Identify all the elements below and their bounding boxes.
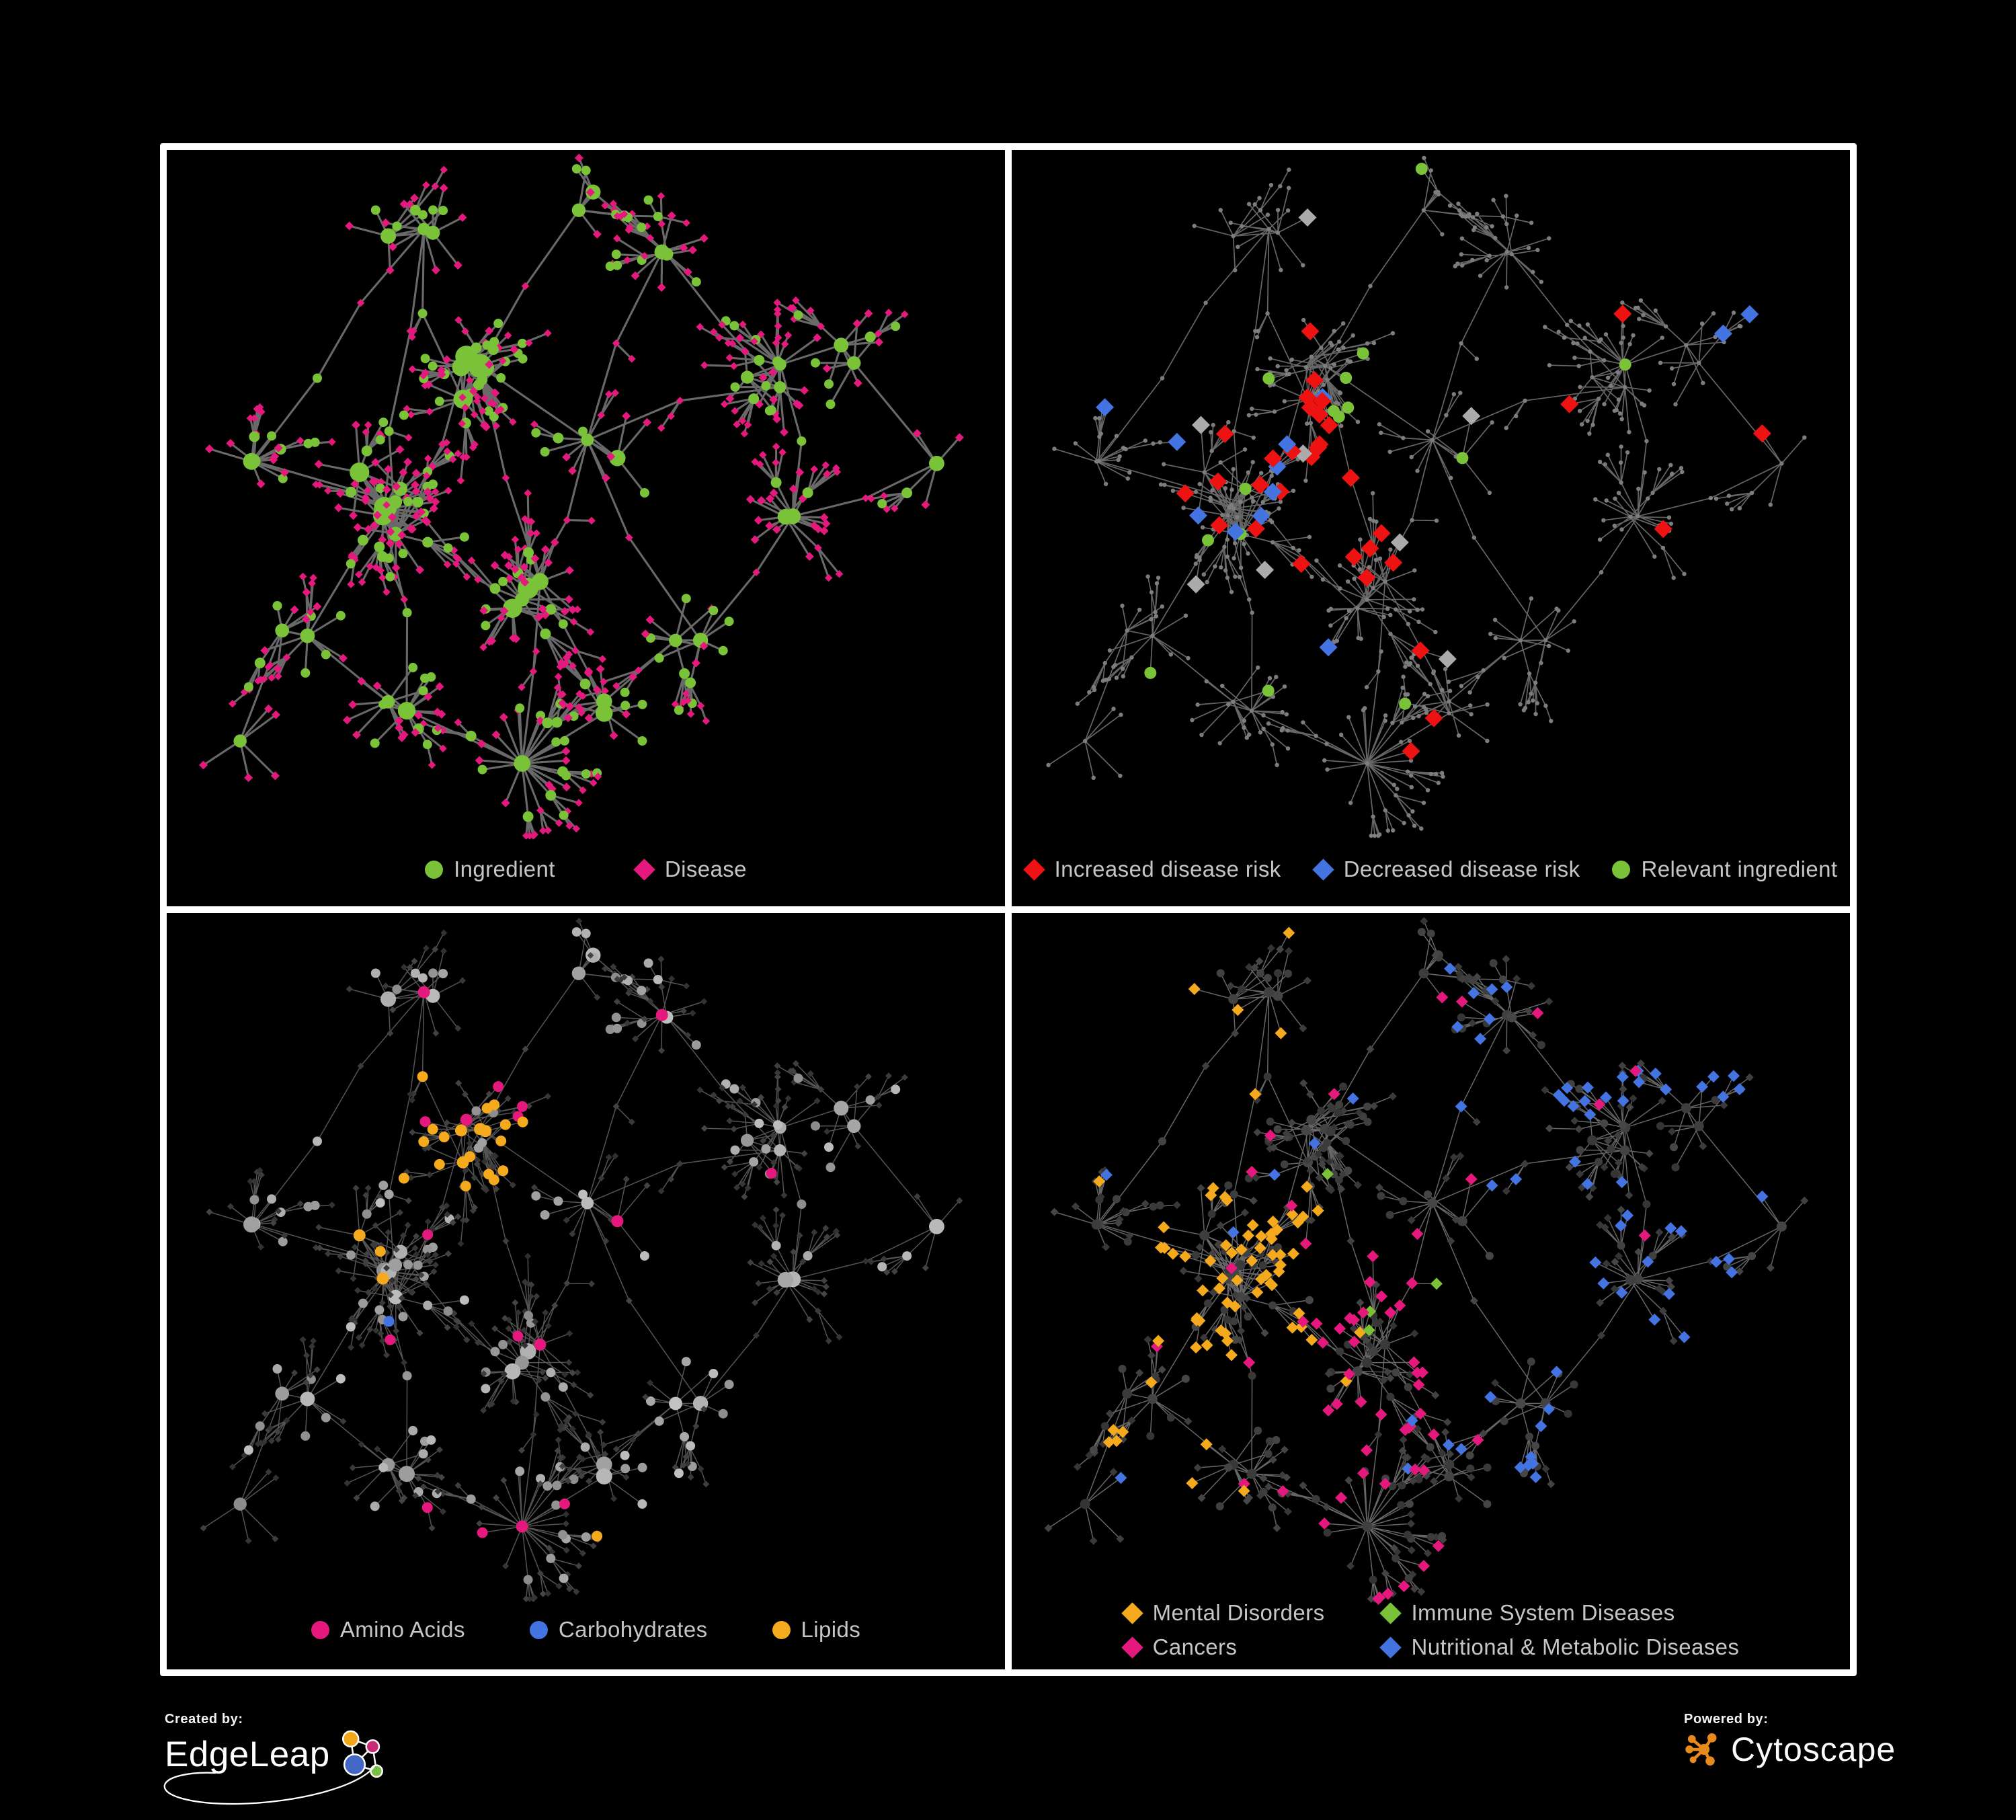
- legend-item: Mental Disorders: [1121, 1600, 1325, 1626]
- legend-label: Amino Acids: [339, 1617, 465, 1642]
- panel-grid: Ingredient Disease Increased disease risk…: [160, 143, 1857, 1676]
- circle-swatch-icon: [1612, 860, 1631, 879]
- disease-categories-legend: Mental Disorders Immune System Diseases Ca…: [1012, 1600, 1850, 1660]
- legend-label: Carbohydrates: [558, 1617, 708, 1642]
- disease-categories-network: [1044, 917, 1809, 1605]
- legend-label: Relevant ingredient: [1641, 857, 1838, 881]
- created-by-label: Created by:: [165, 1712, 243, 1727]
- legend-label: Immune System Diseases: [1411, 1600, 1675, 1625]
- diamond-swatch-icon: [1121, 1636, 1143, 1659]
- legend-item: Lipids: [772, 1617, 861, 1643]
- legend-label: Cancers: [1152, 1634, 1238, 1659]
- panel-nutrient-classes: Amino Acids Carbohydrates Lipids: [167, 913, 1005, 1669]
- diamond-swatch-icon: [1312, 858, 1334, 881]
- powered-by-label: Powered by:: [1684, 1712, 1769, 1727]
- legend-item: Ingredient: [425, 857, 555, 882]
- nutrient-classes-network: [200, 918, 963, 1602]
- ingredient-disease-network: [199, 153, 964, 840]
- legend-item: Cancers: [1121, 1634, 1325, 1660]
- circle-swatch-icon: [772, 1620, 791, 1639]
- legend-label: Increased disease risk: [1054, 857, 1281, 881]
- disease-risk-network: [1046, 155, 1807, 838]
- legend-label: Ingredient: [454, 857, 555, 881]
- circle-swatch-icon: [311, 1620, 329, 1639]
- diamond-swatch-icon: [1121, 1601, 1143, 1624]
- diamond-swatch-icon: [1022, 858, 1045, 881]
- created-by-block: Created by: EdgeLeap: [163, 1712, 393, 1805]
- panel-disease-risk: Increased disease risk Decreased disease …: [1012, 150, 1850, 906]
- nutrient-classes-legend: Amino Acids Carbohydrates Lipids: [167, 1617, 1005, 1643]
- legend-label: Mental Disorders: [1152, 1600, 1325, 1625]
- legend-item: Immune System Diseases: [1379, 1600, 1739, 1626]
- legend-label: Nutritional & Metabolic Diseases: [1411, 1634, 1740, 1659]
- panel-disease-categories: Mental Disorders Immune System Diseases Ca…: [1012, 913, 1850, 1669]
- circle-swatch-icon: [529, 1620, 548, 1639]
- edgeleap-logo: EdgeLeap: [163, 1729, 393, 1805]
- legend-item: Decreased disease risk: [1312, 857, 1580, 882]
- edgeleap-logo-text: EdgeLeap: [165, 1735, 330, 1774]
- legend-label: Decreased disease risk: [1343, 857, 1580, 881]
- panel-ingredient-disease: Ingredient Disease: [167, 150, 1005, 906]
- diamond-swatch-icon: [633, 858, 655, 881]
- edgeleap-network-icon: [341, 1730, 383, 1778]
- disease-risk-legend: Increased disease risk Decreased disease …: [1012, 857, 1850, 882]
- legend-item: Disease: [633, 857, 747, 882]
- cytoscape-logo-text: Cytoscape: [1731, 1731, 1896, 1768]
- circle-swatch-icon: [425, 860, 444, 879]
- cytoscape-logo: Cytoscape: [1684, 1730, 1896, 1769]
- legend-item: Nutritional & Metabolic Diseases: [1379, 1634, 1740, 1660]
- legend-label: Lipids: [801, 1617, 861, 1642]
- legend-label: Disease: [664, 857, 747, 881]
- powered-by-block: Powered by: Cytoscape: [1684, 1712, 1896, 1769]
- ingredient-disease-legend: Ingredient Disease: [167, 857, 1005, 882]
- diamond-swatch-icon: [1379, 1601, 1402, 1624]
- legend-item: Carbohydrates: [529, 1617, 708, 1643]
- cytoscape-network-icon: [1685, 1733, 1717, 1766]
- legend-item: Increased disease risk: [1022, 857, 1281, 882]
- legend-item: Amino Acids: [311, 1617, 465, 1643]
- legend-item: Relevant ingredient: [1612, 857, 1837, 882]
- diamond-swatch-icon: [1379, 1636, 1402, 1659]
